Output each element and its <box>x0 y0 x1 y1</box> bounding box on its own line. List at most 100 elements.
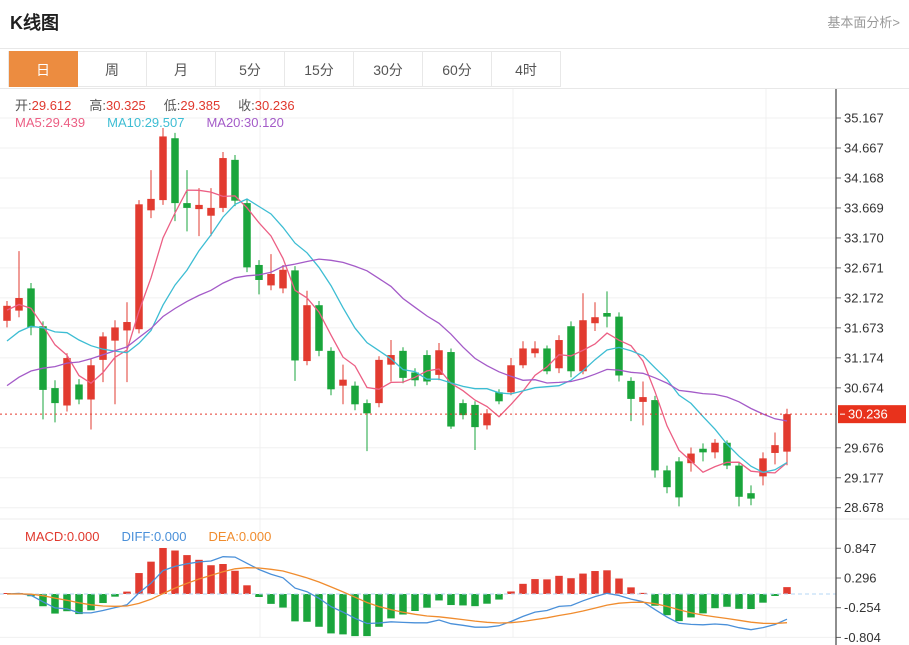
y-axis-label: 32.671 <box>844 260 884 275</box>
y-axis-label: 32.172 <box>844 290 884 305</box>
tab-30min[interactable]: 30分 <box>354 51 423 87</box>
tab-15min[interactable]: 15分 <box>285 51 354 87</box>
macd-hist-bar <box>255 594 263 598</box>
macd-hist-bar <box>363 594 371 637</box>
candle-body <box>399 350 407 378</box>
macd-hist-bar <box>543 579 551 594</box>
ohlc-label-1: 高: <box>89 98 107 113</box>
macd-hist-bar <box>75 594 83 615</box>
candle-body <box>339 379 347 386</box>
macd-hist-bar <box>375 594 383 627</box>
candle-body <box>651 400 659 471</box>
candle-body <box>171 138 179 204</box>
tab-4hour[interactable]: 4时 <box>492 51 561 87</box>
macd-hist-bar <box>123 591 131 594</box>
candle-body <box>411 372 419 381</box>
macd-hist-bar <box>219 564 227 594</box>
macd-hist-bar <box>303 594 311 622</box>
candle-body <box>243 203 251 268</box>
macd-hist-bar <box>315 594 323 627</box>
kline-chart[interactable]: 35.167 34.667 34.168 33.669 33.170 32.671 32.1… <box>0 89 909 645</box>
macd-hist-bar <box>555 575 563 594</box>
candle-body <box>303 305 311 362</box>
macd-hist-bar <box>627 587 635 594</box>
tab-day[interactable]: 日 <box>9 51 78 87</box>
candle-body <box>135 204 143 330</box>
header: K线图 基本面分析> <box>0 0 909 49</box>
macd-hist-bar <box>231 570 239 594</box>
candle-body <box>519 348 527 366</box>
ohlc-label-2: 低: <box>163 98 181 113</box>
macd-hist-bar <box>531 579 539 594</box>
candle-body <box>435 350 443 375</box>
macd-axis-label: -0.254 <box>844 600 881 615</box>
candle-body <box>471 404 479 428</box>
candle-body <box>675 461 683 498</box>
candle-body <box>663 470 671 488</box>
ma5-line <box>6 189 788 474</box>
candle-body <box>159 136 167 201</box>
candle-body <box>351 385 359 405</box>
chart-canvas[interactable]: 35.167 34.667 34.168 33.669 33.170 32.671 32.1… <box>0 89 909 645</box>
diff-line <box>6 556 788 631</box>
tab-5min[interactable]: 5分 <box>216 51 285 87</box>
y-axis-label: 31.673 <box>844 320 884 335</box>
y-axis-label: 33.669 <box>844 200 884 215</box>
ohlc-row: 开:29.612 高:30.325 低:29.385 收:30.236 <box>15 95 313 114</box>
macd-label-2: DEA: <box>208 529 239 544</box>
macd-hist-bar <box>711 594 719 609</box>
candle-body <box>3 305 11 321</box>
candle-body <box>255 264 263 280</box>
macd-hist-bar <box>471 594 479 607</box>
ma-lines-layer <box>0 189 836 474</box>
macd-value-1: 0.000 <box>153 529 187 544</box>
macd-hist-bar <box>183 555 191 594</box>
macd-hist-bar <box>411 594 419 611</box>
macd-hist-bar <box>495 594 503 600</box>
y-axis-label: 29.676 <box>844 440 884 455</box>
candle-body <box>627 380 635 399</box>
current-price-badge <box>838 405 906 424</box>
candle-body <box>711 442 719 453</box>
macd-hist-bar <box>99 594 107 604</box>
candle-body <box>195 204 203 210</box>
ohlc-label-0: 开: <box>15 98 32 113</box>
macd-hist-bar <box>507 591 515 594</box>
macd-hist-bar <box>747 594 755 610</box>
macd-hist-bar <box>207 565 215 594</box>
fundamental-analysis-link[interactable]: 基本面分析> <box>827 15 900 30</box>
tab-week[interactable]: 周 <box>78 51 147 87</box>
macd-hist-bar <box>519 583 527 594</box>
candle-body <box>207 207 215 216</box>
macd-hist-bar <box>435 594 443 601</box>
candle-body <box>51 388 59 404</box>
tab-60min[interactable]: 60分 <box>423 51 492 87</box>
macd-label-0: MACD: <box>25 529 67 544</box>
dea-line <box>6 567 788 625</box>
macd-hist-bar <box>339 594 347 635</box>
macd-hist-bar <box>399 594 407 615</box>
axis-layer: 35.167 34.667 34.168 33.669 33.170 32.671 32.1… <box>835 89 906 645</box>
y-axis-label: 29.177 <box>844 470 884 485</box>
macd-hist-bar <box>423 594 431 608</box>
macd-hist-bar <box>483 594 491 604</box>
candle-body <box>75 384 83 400</box>
macd-hist-bar <box>783 587 791 594</box>
candle-body <box>423 355 431 382</box>
macd-hist-bar <box>243 585 251 594</box>
macd-hist-bar <box>51 594 59 614</box>
macd-hist-bar <box>267 594 275 604</box>
candle-body <box>315 305 323 351</box>
tab-month[interactable]: 月 <box>147 51 216 87</box>
candle-body <box>699 448 707 453</box>
macd-hist-bar <box>675 594 683 622</box>
macd-hist-bar <box>63 594 71 612</box>
macd-axis-label: 0.847 <box>844 541 877 556</box>
macd-layer <box>0 548 836 637</box>
candle-body <box>375 359 383 404</box>
macd-hist-bar <box>579 573 587 594</box>
macd-hist-bar <box>723 594 731 607</box>
candle-body <box>183 203 191 208</box>
period-tabbar: 日周月 5分 15分 30分 60分 4时 <box>0 49 909 89</box>
macd-hist-bar <box>651 594 659 606</box>
